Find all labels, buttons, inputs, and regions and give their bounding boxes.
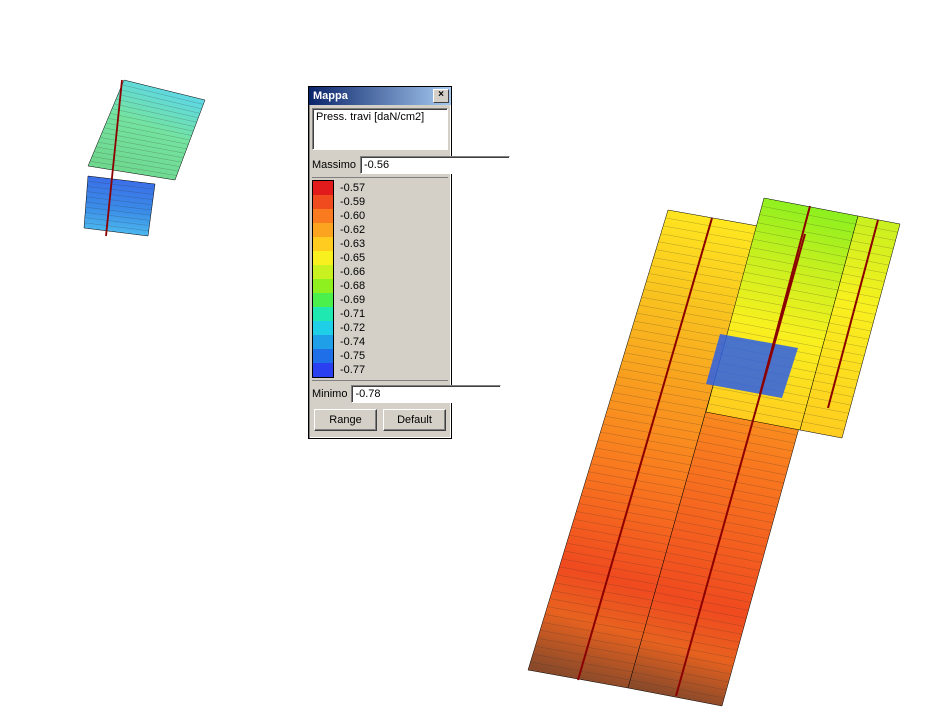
close-icon[interactable]: × <box>433 89 449 103</box>
legend-value: -0.57 <box>340 181 365 195</box>
max-input[interactable] <box>360 156 510 174</box>
legend-value: -0.62 <box>340 223 365 237</box>
mesh-big-strip-3 <box>800 216 900 438</box>
mesh-big-strip-0 <box>528 210 758 688</box>
max-label: Massimo <box>312 159 356 171</box>
legend-values: -0.57-0.59-0.60-0.62-0.63-0.65-0.66-0.68… <box>340 180 365 378</box>
legend-swatch <box>313 237 333 251</box>
legend: -0.57-0.59-0.60-0.62-0.63-0.65-0.66-0.68… <box>312 177 448 381</box>
legend-swatch <box>313 279 333 293</box>
dialog-titlebar[interactable]: Mappa × <box>309 87 451 105</box>
legend-swatch <box>313 251 333 265</box>
legend-value: -0.60 <box>340 209 365 223</box>
legend-swatch <box>313 363 333 377</box>
legend-swatch <box>313 335 333 349</box>
mesh-big-strip-2 <box>706 198 858 430</box>
legend-swatch <box>313 349 333 363</box>
default-button[interactable]: Default <box>383 409 446 431</box>
legend-swatch <box>313 195 333 209</box>
legend-swatch <box>313 321 333 335</box>
min-input[interactable] <box>351 385 501 403</box>
mesh-small-bottom <box>84 176 155 236</box>
legend-value: -0.66 <box>340 265 365 279</box>
mesh-small-top <box>88 80 205 180</box>
legend-value: -0.77 <box>340 363 365 377</box>
centerline <box>760 206 810 394</box>
legend-swatch <box>313 265 333 279</box>
legend-swatch <box>313 223 333 237</box>
min-label: Minimo <box>312 388 347 400</box>
viewport-3d <box>0 0 938 707</box>
legend-value: -0.63 <box>340 237 365 251</box>
centerline <box>676 234 805 696</box>
legend-swatch <box>313 209 333 223</box>
legend-value: -0.65 <box>340 251 365 265</box>
mesh-blue-patch <box>706 334 798 398</box>
legend-swatch <box>313 181 333 195</box>
mesh-big-strip-1 <box>628 226 850 706</box>
legend-swatch <box>313 293 333 307</box>
centerline <box>106 80 122 236</box>
legend-value: -0.68 <box>340 279 365 293</box>
centerline <box>578 218 712 680</box>
legend-value: -0.59 <box>340 195 365 209</box>
legend-value: -0.72 <box>340 321 365 335</box>
legend-swatch <box>313 307 333 321</box>
legend-value: -0.75 <box>340 349 365 363</box>
dialog-title: Mappa <box>313 90 348 102</box>
mappa-dialog: Mappa × Press. travi [daN/cm2] Massimo -… <box>308 86 452 439</box>
range-button[interactable]: Range <box>314 409 377 431</box>
legend-value: -0.71 <box>340 307 365 321</box>
centerline <box>828 220 878 408</box>
legend-colorbar <box>312 180 334 378</box>
legend-value: -0.74 <box>340 335 365 349</box>
legend-value: -0.69 <box>340 293 365 307</box>
description-box: Press. travi [daN/cm2] <box>312 108 448 150</box>
